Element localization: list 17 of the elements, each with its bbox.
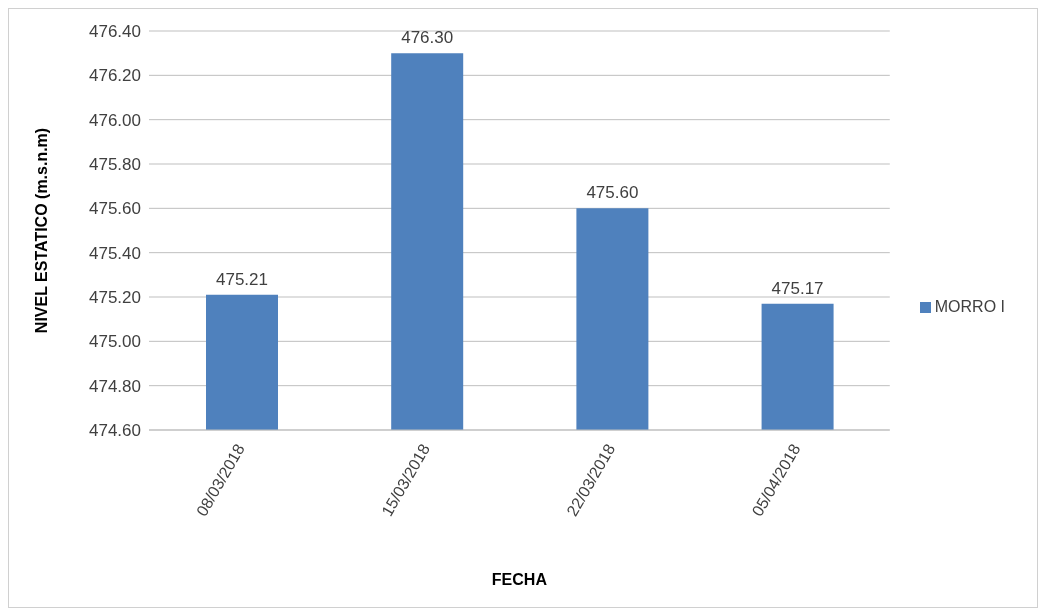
data-label: 475.21: [216, 269, 268, 289]
x-axis-title: FECHA: [491, 571, 548, 588]
data-label: 475.60: [586, 183, 639, 203]
y-tick-label: 474.60: [89, 421, 141, 441]
y-tick-label: 475.20: [89, 288, 141, 308]
y-axis-title: NIVEL ESTATICO (m.s.n.m): [32, 127, 50, 334]
legend-label: MORRO I: [934, 298, 1005, 315]
y-tick-label: 475.00: [89, 332, 141, 352]
y-tick-label: 476.00: [89, 110, 141, 130]
y-tick-label: 476.20: [89, 66, 141, 86]
y-tick-label: 475.80: [89, 155, 141, 175]
y-tick-label: 475.40: [89, 243, 141, 263]
y-tick-label: 476.40: [89, 22, 141, 42]
data-label: 475.17: [771, 278, 824, 298]
y-tick-label: 475.60: [89, 199, 141, 219]
y-tick-label: 474.80: [89, 376, 141, 396]
data-label: 476.30: [401, 28, 454, 48]
